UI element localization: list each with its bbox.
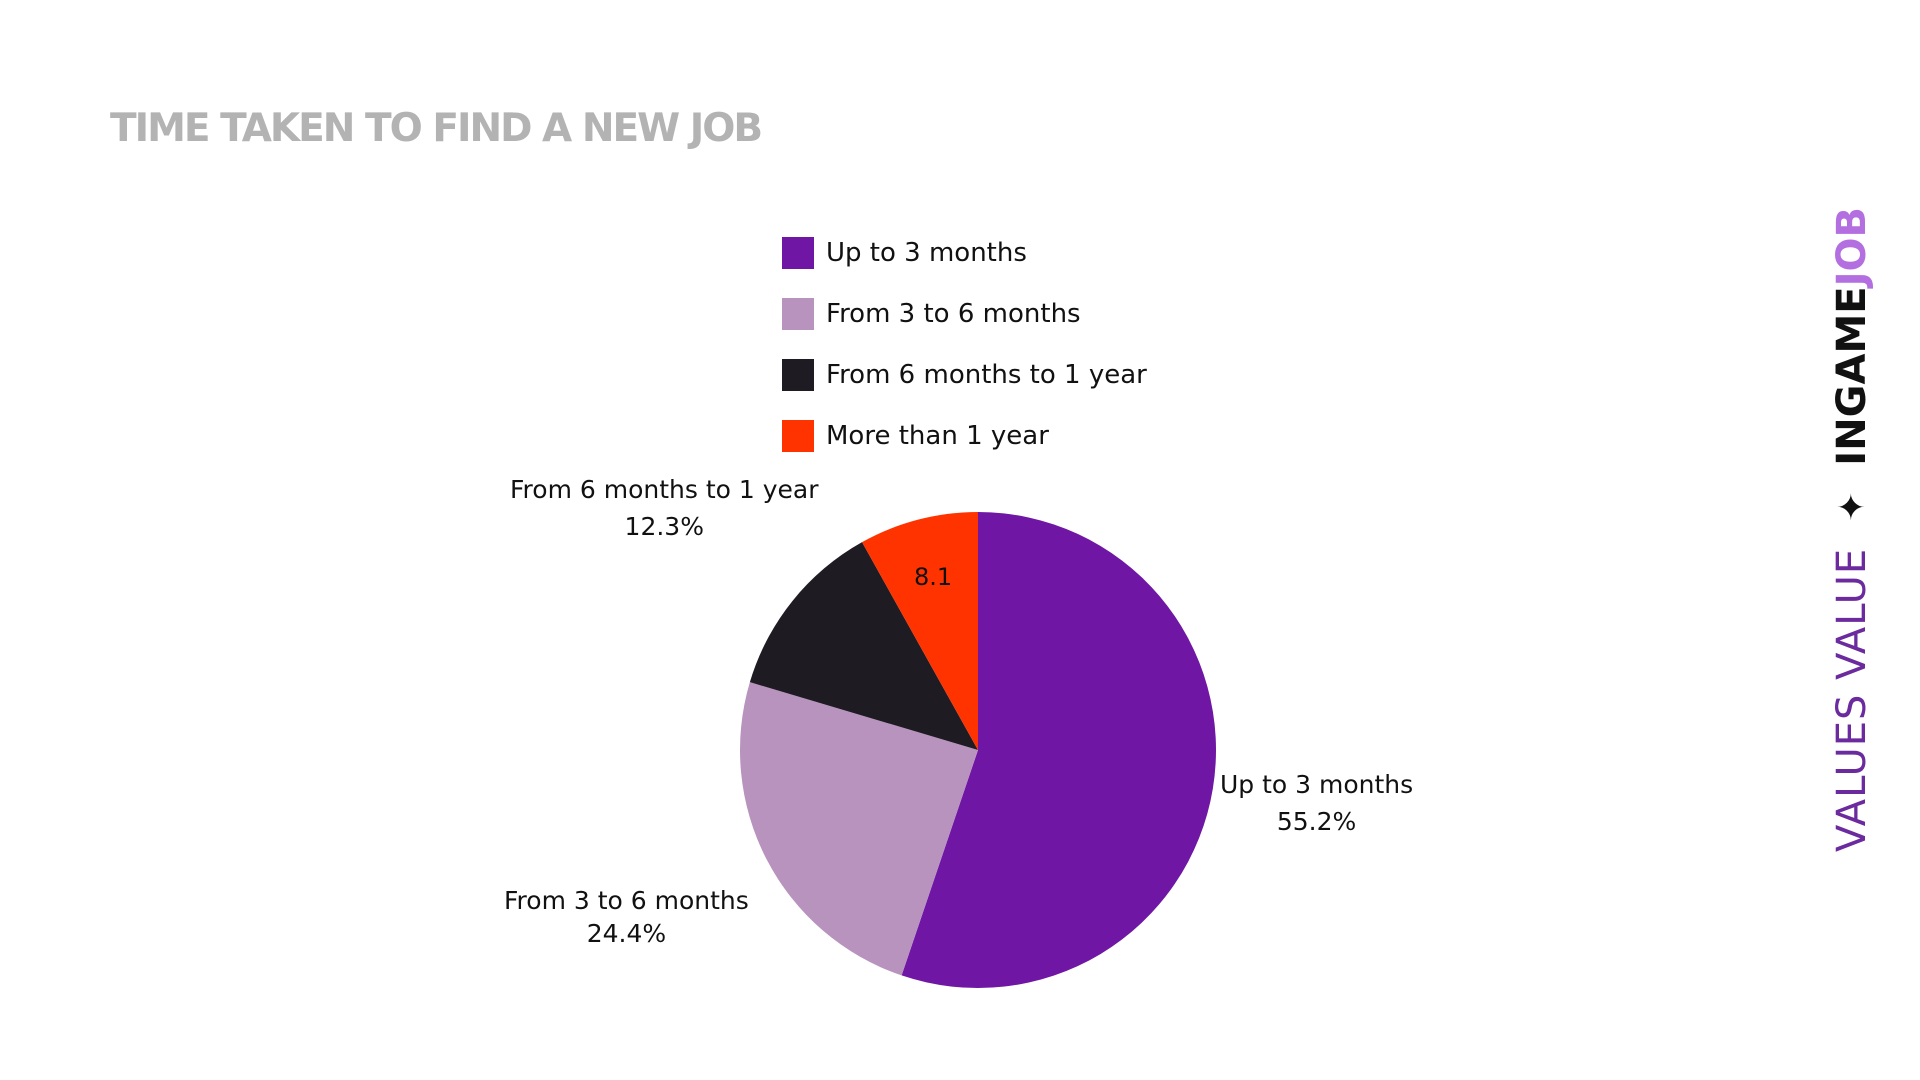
legend-label: More than 1 year [826,421,1049,451]
slice-label-3-to-6-months: From 3 to 6 months 24.4% [504,884,749,950]
brand-logo-ingame: INGAME [1829,286,1875,466]
slice-label-6-months-to-1-year: From 6 months to 1 year 12.3% [510,471,819,545]
legend-label: From 3 to 6 months [826,299,1081,329]
legend-item-up-to-3-months: Up to 3 months [782,237,1147,269]
slice-label-up-to-3-months: Up to 3 months 55.2% [1220,766,1413,840]
star-icon: ✦ [1831,491,1873,522]
legend-swatch [782,359,814,391]
slice-label-category: Up to 3 months [1220,770,1414,799]
pie-slice-from-3-to-6-months [740,682,978,976]
slice-label-percent: 24.4% [586,919,667,948]
legend-swatch [782,237,814,269]
slice-label-more-than-1-year: 8.1 [914,563,953,591]
pie-slice-more-than-1-year [862,512,978,750]
pie-slice-up-to-3-months [901,512,1216,988]
slice-label-category: From 3 to 6 months [504,886,749,915]
brand-tagline: VALUES VALUE [1829,547,1875,852]
legend-label: From 6 months to 1 year [826,360,1147,390]
legend-swatch [782,420,814,452]
brand-vertical: VALUES VALUE ✦ INGAME JOB [1808,207,1898,852]
chart-title: TIME TAKEN TO FIND A NEW JOB [110,106,763,151]
slice-label-percent: 12.3% [624,512,704,541]
legend-label: Up to 3 months [826,238,1027,268]
legend-item-more-than-1-year: More than 1 year [782,420,1147,452]
legend-item-6-months-to-1-year: From 6 months to 1 year [782,359,1147,391]
brand-logo-job: JOB [1829,207,1875,287]
pie-slice-from-6-months-to-1-year [749,542,978,750]
slice-label-category: From 6 months to 1 year [510,475,819,504]
chart-legend: Up to 3 months From 3 to 6 months From 6… [782,237,1147,481]
legend-item-3-to-6-months: From 3 to 6 months [782,298,1147,330]
legend-swatch [782,298,814,330]
slice-label-percent: 55.2% [1276,807,1357,836]
